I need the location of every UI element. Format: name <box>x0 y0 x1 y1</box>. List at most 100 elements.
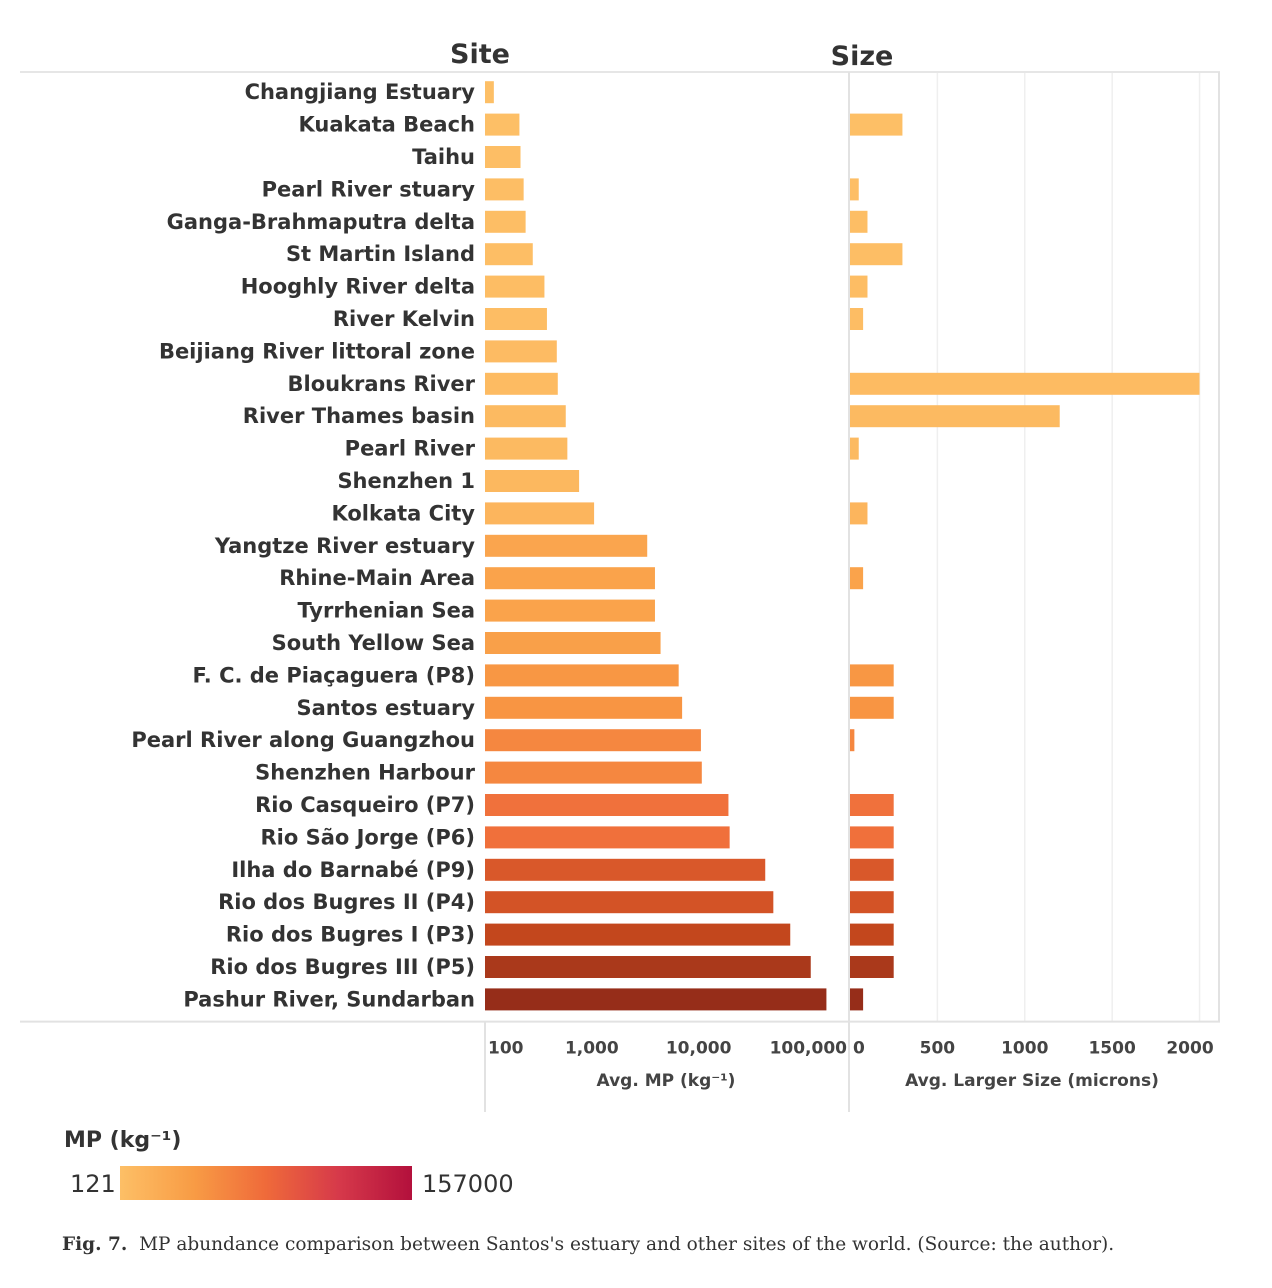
mp-bar <box>485 405 566 428</box>
site-label: River Kelvin <box>333 307 475 331</box>
size-bar <box>850 502 868 525</box>
size-axis-label: Avg. Larger Size (microns) <box>905 1071 1159 1091</box>
chart: Changjiang Estuary Kuakata Beach Taihu Pear… <box>20 39 1220 1112</box>
site-label: River Thames basin <box>243 404 475 428</box>
mp-bar <box>485 599 655 622</box>
legend-title: MP (kg⁻¹) <box>64 1128 182 1153</box>
mp-bar <box>485 891 774 914</box>
site-label: South Yellow Sea <box>272 631 475 655</box>
site-label: Bloukrans River <box>288 372 476 396</box>
site-label: Pearl River stuary <box>262 177 476 201</box>
mp-bar <box>485 275 545 298</box>
site-label: Rio dos Bugres I (P3) <box>226 923 475 947</box>
size-bar <box>850 826 894 849</box>
mp-bar <box>485 729 701 752</box>
size-tick-label: 0 <box>853 1039 865 1059</box>
site-label: Beijiang River littoral zone <box>159 339 475 363</box>
mp-bar <box>485 113 520 136</box>
size-bar <box>850 891 894 914</box>
mp-bars <box>485 81 827 1011</box>
grid-layer <box>936 72 1201 1022</box>
size-bar <box>850 372 1200 395</box>
mp-axis-label: Avg. MP (kg⁻¹) <box>597 1071 736 1091</box>
size-bar <box>850 729 855 752</box>
size-tick-label: 1500 <box>1088 1039 1135 1059</box>
mp-tick-label: 1,000 <box>565 1039 619 1059</box>
size-bar <box>850 858 894 881</box>
size-bar <box>850 113 903 136</box>
site-label: St Martin Island <box>286 242 475 266</box>
mp-bar <box>485 858 766 881</box>
mp-bar <box>485 534 648 557</box>
legend-max-label: 157000 <box>422 1170 514 1198</box>
size-bars <box>850 113 1200 1011</box>
size-bar <box>850 696 894 719</box>
site-header: Site <box>450 39 510 70</box>
size-tick-label: 500 <box>920 1039 956 1059</box>
mp-bar <box>485 81 494 104</box>
site-label: F. C. de Piaçaguera (P8) <box>193 663 475 687</box>
site-label: Ganga-Brahmaputra delta <box>167 210 475 234</box>
size-bar <box>850 664 894 687</box>
site-label: Kolkata City <box>331 501 475 525</box>
site-label: Kuakata Beach <box>298 113 475 137</box>
mp-tick-label: 100,000 <box>770 1039 848 1059</box>
mp-bar <box>485 567 655 590</box>
mp-bar <box>485 372 558 395</box>
site-label: Shenzhen 1 <box>337 469 475 493</box>
site-label: Santos estuary <box>297 696 476 720</box>
size-bar <box>850 437 859 460</box>
mp-bar <box>485 243 533 266</box>
size-bar <box>850 210 868 233</box>
mp-bar <box>485 696 683 719</box>
tick-labels: 100 1,000 10,000 100,000 0 500 1000 1500 2000 <box>488 1039 1214 1059</box>
size-tick-label: 1000 <box>1001 1039 1048 1059</box>
mp-bar <box>485 340 557 363</box>
caption-text: MP abundance comparison between Santos's… <box>139 1234 1115 1255</box>
site-label: Rhine-Main Area <box>279 566 475 590</box>
site-labels: Changjiang Estuary Kuakata Beach Taihu Pear… <box>131 80 475 1011</box>
size-bar <box>850 988 864 1011</box>
site-label: Pashur River, Sundarban <box>183 987 475 1011</box>
mp-bar <box>485 826 730 849</box>
site-label: Rio Casqueiro (P7) <box>255 793 475 817</box>
mp-bar <box>485 664 679 687</box>
site-label: Shenzhen Harbour <box>255 761 475 785</box>
site-label: Yangtze River estuary <box>214 534 475 558</box>
site-label: Pearl River <box>345 437 476 461</box>
color-legend: MP (kg⁻¹) 121 157000 <box>64 1128 524 1208</box>
legend-min-label: 121 <box>70 1170 116 1198</box>
mp-bar <box>485 437 568 460</box>
size-header: Size <box>831 41 894 72</box>
site-label: Rio dos Bugres III (P5) <box>210 955 475 979</box>
size-bar <box>850 567 864 590</box>
site-label: Changjiang Estuary <box>245 80 476 104</box>
site-label: Ilha do Barnabé (P9) <box>231 858 475 882</box>
site-label: Rio São Jorge (P6) <box>260 825 475 849</box>
size-bar <box>850 275 868 298</box>
mp-bar <box>485 923 791 946</box>
figure-caption: Fig. 7. MP abundance comparison between … <box>62 1234 1252 1255</box>
size-bar <box>850 405 1060 428</box>
size-bar <box>850 308 864 330</box>
legend-gradient-bar <box>120 1166 412 1200</box>
size-bar <box>850 956 894 978</box>
frame-layer <box>20 71 1220 1112</box>
mp-tick-label: 10,000 <box>666 1039 732 1059</box>
mp-bar <box>485 761 702 784</box>
size-bar <box>850 243 903 266</box>
site-label: Rio dos Bugres II (P4) <box>218 890 475 914</box>
site-label: Taihu <box>412 145 475 169</box>
size-bar <box>850 794 894 816</box>
mp-bar <box>485 502 595 525</box>
size-tick-label: 2000 <box>1166 1039 1213 1059</box>
site-label: Tyrrhenian Sea <box>297 599 475 623</box>
mp-bar <box>485 210 526 233</box>
mp-bar <box>485 178 524 201</box>
mp-bar <box>485 308 547 330</box>
mp-bar <box>485 146 521 168</box>
size-bar <box>850 923 894 946</box>
mp-bar <box>485 632 661 654</box>
site-label: Pearl River along Guangzhou <box>131 728 475 752</box>
site-label: Hooghly River delta <box>241 275 475 299</box>
